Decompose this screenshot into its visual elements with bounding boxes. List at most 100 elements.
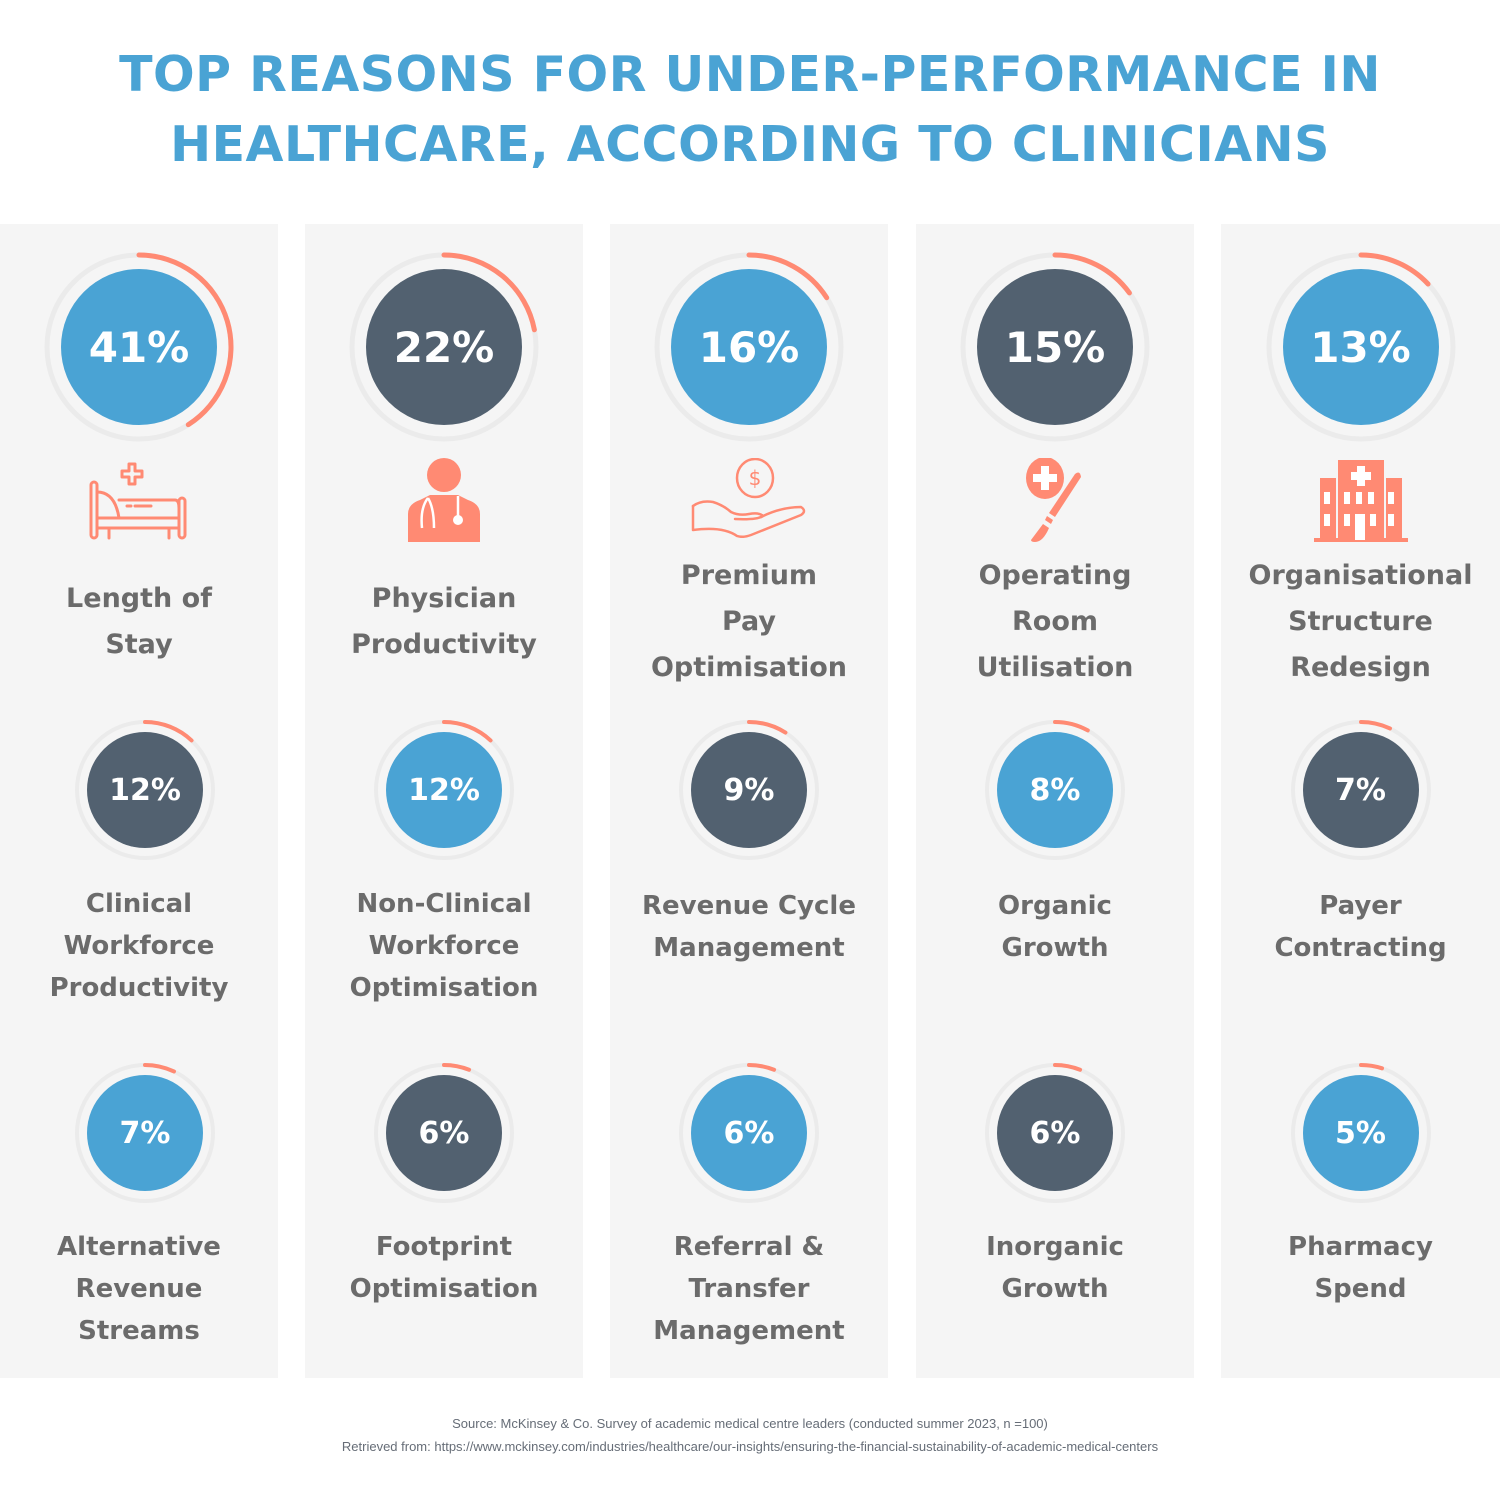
- column-panel: 13% Organisational Structure Redesign 7% Pay…: [1221, 224, 1500, 1378]
- reason-label-line: Transfer: [688, 1274, 810, 1304]
- reason-label-line: Streams: [78, 1316, 200, 1346]
- percent-label: 12%: [109, 772, 181, 808]
- reason-label-line: Redesign: [1290, 652, 1431, 683]
- ring-svg: [985, 1063, 1125, 1203]
- value-disc: [61, 269, 217, 425]
- reason-label-line: Utilisation: [976, 652, 1134, 683]
- value-disc: [671, 269, 827, 425]
- reason-label: Non-Clinical Workforce Optimisation: [305, 883, 583, 1009]
- reason-label-line: Optimisation: [650, 652, 848, 683]
- percent-ring: 7%: [1289, 718, 1433, 862]
- percent-label: 22%: [393, 322, 495, 372]
- value-disc: [691, 1075, 807, 1191]
- value-disc: [691, 732, 807, 848]
- reason-label: Alternative Revenue Streams: [0, 1226, 278, 1352]
- reason-label: Inorganic Growth: [916, 1226, 1194, 1310]
- percent-ring: 9%: [677, 718, 821, 862]
- value-arc: [1053, 1063, 1083, 1072]
- value-disc: [366, 269, 522, 425]
- percent-label: 9%: [723, 772, 775, 808]
- reason-label-line: Non-Clinical: [356, 889, 532, 919]
- reason-label-line: Stay: [105, 629, 173, 660]
- reason-label-line: Revenue: [75, 1274, 203, 1304]
- ring-svg: [679, 720, 819, 860]
- ring-svg: [349, 252, 539, 442]
- value-arc: [143, 720, 194, 743]
- percent-label: 8%: [1029, 772, 1081, 808]
- ring-svg: [960, 252, 1150, 442]
- value-disc: [87, 1075, 203, 1191]
- percent-ring: 7%: [73, 1061, 217, 1205]
- ring-svg: [374, 1063, 514, 1203]
- column-panel: 16% $ Premium Pay Optimisation 9% Revenue Cy…: [610, 224, 888, 1378]
- value-disc: [977, 269, 1133, 425]
- value-disc: [1302, 1075, 1419, 1191]
- reason-label: Revenue Cycle Management: [610, 885, 888, 969]
- source-text: Source: McKinsey & Co. Survey of academi…: [452, 1416, 1048, 1431]
- reason-label-line: Contracting: [1274, 933, 1447, 963]
- reason-label-line: Referral &: [673, 1232, 825, 1262]
- reason-label-line: Spend: [1314, 1274, 1407, 1304]
- column-panel: 22% Physician Productivity 12% Non-Clinical…: [305, 224, 583, 1378]
- ring-svg: [654, 252, 844, 442]
- reason-label: Clinical Workforce Productivity: [0, 883, 278, 1009]
- percent-ring: 6%: [983, 1061, 1127, 1205]
- percent-ring: 16%: [652, 250, 846, 444]
- reason-label-line: Optimisation: [349, 1274, 539, 1304]
- value-arc: [1358, 720, 1392, 731]
- value-arc: [746, 252, 830, 301]
- reason-label-line: Physician: [371, 583, 517, 614]
- reason-label: Length of Stay: [0, 576, 278, 668]
- reason-label-line: Operating: [978, 560, 1132, 591]
- percent-label: 6%: [1029, 1115, 1081, 1151]
- percent-label: 12%: [408, 772, 480, 808]
- value-arc: [1052, 252, 1132, 296]
- percent-label: 16%: [698, 322, 800, 372]
- source-footer: Source: McKinsey & Co. Survey of academi…: [0, 1412, 1500, 1458]
- reason-label: Organic Growth: [916, 885, 1194, 969]
- value-disc: [1302, 732, 1419, 848]
- reason-label: Organisational Structure Redesign: [1221, 553, 1500, 691]
- value-arc: [441, 252, 537, 333]
- reason-label-line: Alternative: [57, 1232, 221, 1262]
- value-arc: [1358, 252, 1431, 287]
- ring-svg: [75, 1063, 215, 1203]
- column-panel: 41% Length of Stay 12% Clinical Workforce Pro…: [0, 224, 278, 1378]
- value-arc: [1358, 1063, 1384, 1071]
- hand-coin-icon: $: [691, 457, 807, 542]
- value-disc: [386, 1075, 502, 1191]
- percent-ring: 12%: [73, 718, 217, 862]
- value-arc: [442, 1063, 472, 1072]
- ring-svg: [1290, 1063, 1431, 1203]
- reason-label-line: Organisational: [1248, 560, 1473, 591]
- reason-label-line: Management: [653, 1316, 845, 1346]
- reason-label: Payer Contracting: [1221, 885, 1500, 969]
- value-disc: [997, 1075, 1113, 1191]
- percent-ring: 15%: [958, 250, 1152, 444]
- value-arc: [747, 720, 788, 735]
- reason-label: Pharmacy Spend: [1221, 1226, 1500, 1310]
- reason-label-line: Growth: [1001, 1274, 1109, 1304]
- percent-label: 6%: [723, 1115, 775, 1151]
- value-disc: [386, 732, 502, 848]
- title-line-2: HEALTHCARE, ACCORDING TO CLINICIANS: [170, 116, 1330, 173]
- reason-label-line: Revenue Cycle: [642, 891, 856, 921]
- percent-label: 7%: [119, 1115, 171, 1151]
- page-title: TOP REASONS FOR UNDER-PERFORMANCE IN HEA…: [0, 40, 1500, 180]
- reason-label-line: Room: [1011, 606, 1099, 637]
- retrieved-text: Retrieved from: https://www.mckinsey.com…: [341, 1439, 1159, 1454]
- percent-ring: 13%: [1264, 250, 1458, 444]
- value-arc: [1053, 720, 1090, 733]
- reason-label-line: Growth: [1001, 933, 1109, 963]
- ring-svg: [1290, 720, 1431, 860]
- reason-label-line: Premium: [680, 560, 818, 591]
- reason-label-line: Payer: [1319, 891, 1402, 921]
- reason-label-line: Inorganic: [986, 1232, 1124, 1262]
- hospital-bed-icon: [89, 458, 189, 546]
- column-panel: 15% Operating Room Utilisation 8% Organic Gro…: [916, 224, 1194, 1378]
- percent-ring: 41%: [42, 250, 236, 444]
- reason-label-line: Management: [653, 933, 845, 963]
- reason-label-line: Footprint: [375, 1232, 513, 1262]
- hospital-building-icon: [1313, 458, 1408, 546]
- title-line-1: TOP REASONS FOR UNDER-PERFORMANCE IN: [119, 46, 1381, 103]
